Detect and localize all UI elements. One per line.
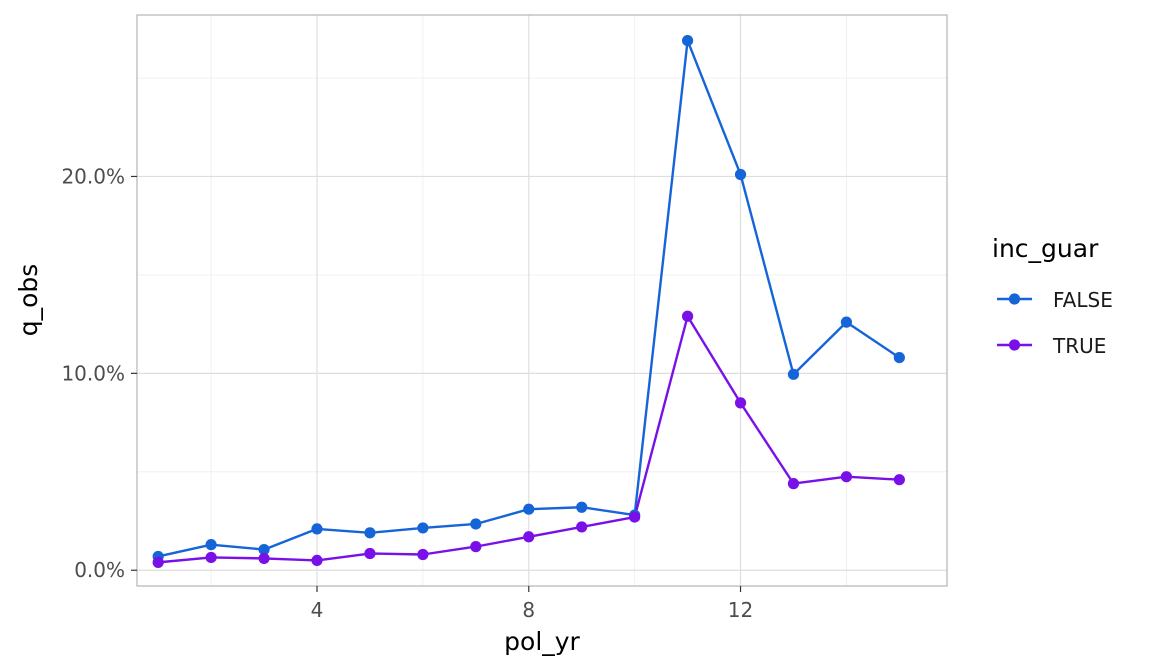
legend-label-false: FALSE xyxy=(1053,288,1113,312)
data-point-false xyxy=(840,316,853,328)
data-point-false xyxy=(470,518,482,530)
y-tick-label: 10.0% xyxy=(61,361,125,385)
data-point-true xyxy=(258,552,270,565)
data-point-true xyxy=(364,547,376,560)
data-point-false xyxy=(893,352,905,364)
data-point-false xyxy=(734,168,747,181)
minor-gridlines xyxy=(137,15,947,586)
data-point-true xyxy=(311,554,323,567)
data-point-true xyxy=(205,551,217,564)
plot-panel xyxy=(136,14,948,587)
legend-title: inc_guar xyxy=(992,234,1099,263)
data-point-false xyxy=(258,543,270,556)
legend: inc_guar FALSE TRUE xyxy=(992,234,1113,358)
data-point-true xyxy=(787,478,800,490)
data-point-true xyxy=(893,474,905,486)
data-point-true xyxy=(840,471,853,483)
data-point-true xyxy=(734,397,747,409)
data-point-true xyxy=(152,556,164,568)
x-axis-title: pol_yr xyxy=(504,627,580,656)
legend-key-point-true xyxy=(1008,339,1021,351)
data-point-true xyxy=(417,548,429,561)
y-tick-label: 20.0% xyxy=(61,164,125,188)
data-point-true xyxy=(629,511,641,523)
data-point-false xyxy=(205,539,217,551)
data-point-false xyxy=(576,501,588,513)
x-tick-label: 4 xyxy=(311,598,324,622)
data-point-true xyxy=(470,541,482,553)
data-point-false xyxy=(523,503,535,515)
x-tick-label: 12 xyxy=(728,598,753,622)
x-tick-label: 8 xyxy=(522,598,535,622)
series-points xyxy=(152,34,905,568)
data-point-false xyxy=(364,527,376,539)
major-gridlines xyxy=(137,15,947,586)
data-point-false xyxy=(787,368,800,380)
panel-border xyxy=(136,14,948,587)
data-point-true xyxy=(681,310,694,322)
legend-items: FALSE TRUE xyxy=(997,288,1113,358)
legend-key-point-false xyxy=(1008,293,1021,305)
x-axis: 4 8 12 xyxy=(311,586,753,622)
data-point-false xyxy=(311,523,323,535)
y-axis: 0.0% 10.0% 20.0% xyxy=(61,164,137,582)
data-point-true xyxy=(576,521,588,533)
data-point-false xyxy=(417,522,429,534)
y-axis-title: q_obs xyxy=(14,264,43,337)
data-point-true xyxy=(523,531,535,543)
data-point-false xyxy=(681,34,694,47)
legend-label-true: TRUE xyxy=(1052,334,1106,358)
y-tick-label: 0.0% xyxy=(74,558,125,582)
panel-background xyxy=(137,15,947,586)
